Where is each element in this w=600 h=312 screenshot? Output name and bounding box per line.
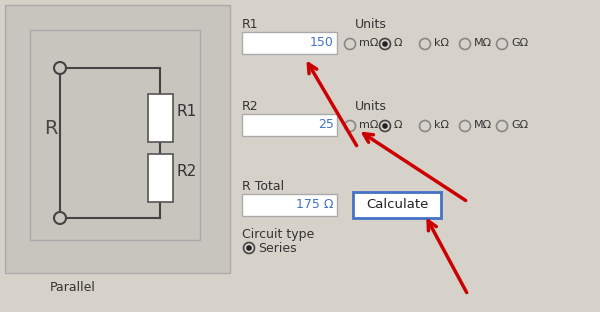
Text: 25: 25	[318, 118, 334, 131]
Text: R1: R1	[176, 104, 196, 119]
Text: Calculate: Calculate	[366, 198, 428, 212]
Bar	[148, 94, 173, 142]
Text: R2: R2	[242, 100, 259, 113]
Circle shape	[246, 245, 252, 251]
Circle shape	[497, 38, 508, 50]
Text: Units: Units	[355, 18, 387, 31]
Circle shape	[460, 120, 470, 131]
Bar	[242, 114, 337, 136]
Text: R1: R1	[242, 18, 259, 31]
Circle shape	[244, 242, 254, 253]
Text: Series: Series	[258, 242, 296, 255]
Text: 175 Ω: 175 Ω	[296, 198, 334, 211]
Circle shape	[382, 123, 388, 129]
Text: GΩ: GΩ	[511, 120, 528, 130]
Text: Parallel: Parallel	[50, 281, 96, 294]
Circle shape	[419, 38, 431, 50]
Circle shape	[54, 212, 66, 224]
Text: GΩ: GΩ	[511, 38, 528, 48]
Bar	[242, 32, 337, 54]
Circle shape	[460, 38, 470, 50]
Text: mΩ: mΩ	[359, 120, 379, 130]
Circle shape	[497, 120, 508, 131]
Text: Units: Units	[355, 100, 387, 113]
Text: MΩ: MΩ	[474, 38, 492, 48]
Text: R: R	[44, 119, 58, 139]
Text: Ω: Ω	[394, 38, 403, 48]
Bar	[353, 192, 441, 218]
Circle shape	[382, 41, 388, 47]
Text: MΩ: MΩ	[474, 120, 492, 130]
Circle shape	[344, 120, 355, 131]
Text: 150: 150	[310, 36, 334, 49]
Bar	[5, 5, 230, 273]
Text: R Total: R Total	[242, 180, 284, 193]
Bar	[30, 30, 200, 240]
Circle shape	[380, 120, 391, 131]
Text: Ω: Ω	[394, 120, 403, 130]
Text: kΩ: kΩ	[434, 38, 449, 48]
Text: mΩ: mΩ	[359, 38, 379, 48]
Circle shape	[344, 38, 355, 50]
Bar	[148, 154, 173, 202]
Circle shape	[419, 120, 431, 131]
Bar	[242, 194, 337, 216]
Text: kΩ: kΩ	[434, 120, 449, 130]
Text: R2: R2	[176, 163, 196, 178]
Circle shape	[380, 38, 391, 50]
Text: Circuit type: Circuit type	[242, 228, 314, 241]
Circle shape	[54, 62, 66, 74]
